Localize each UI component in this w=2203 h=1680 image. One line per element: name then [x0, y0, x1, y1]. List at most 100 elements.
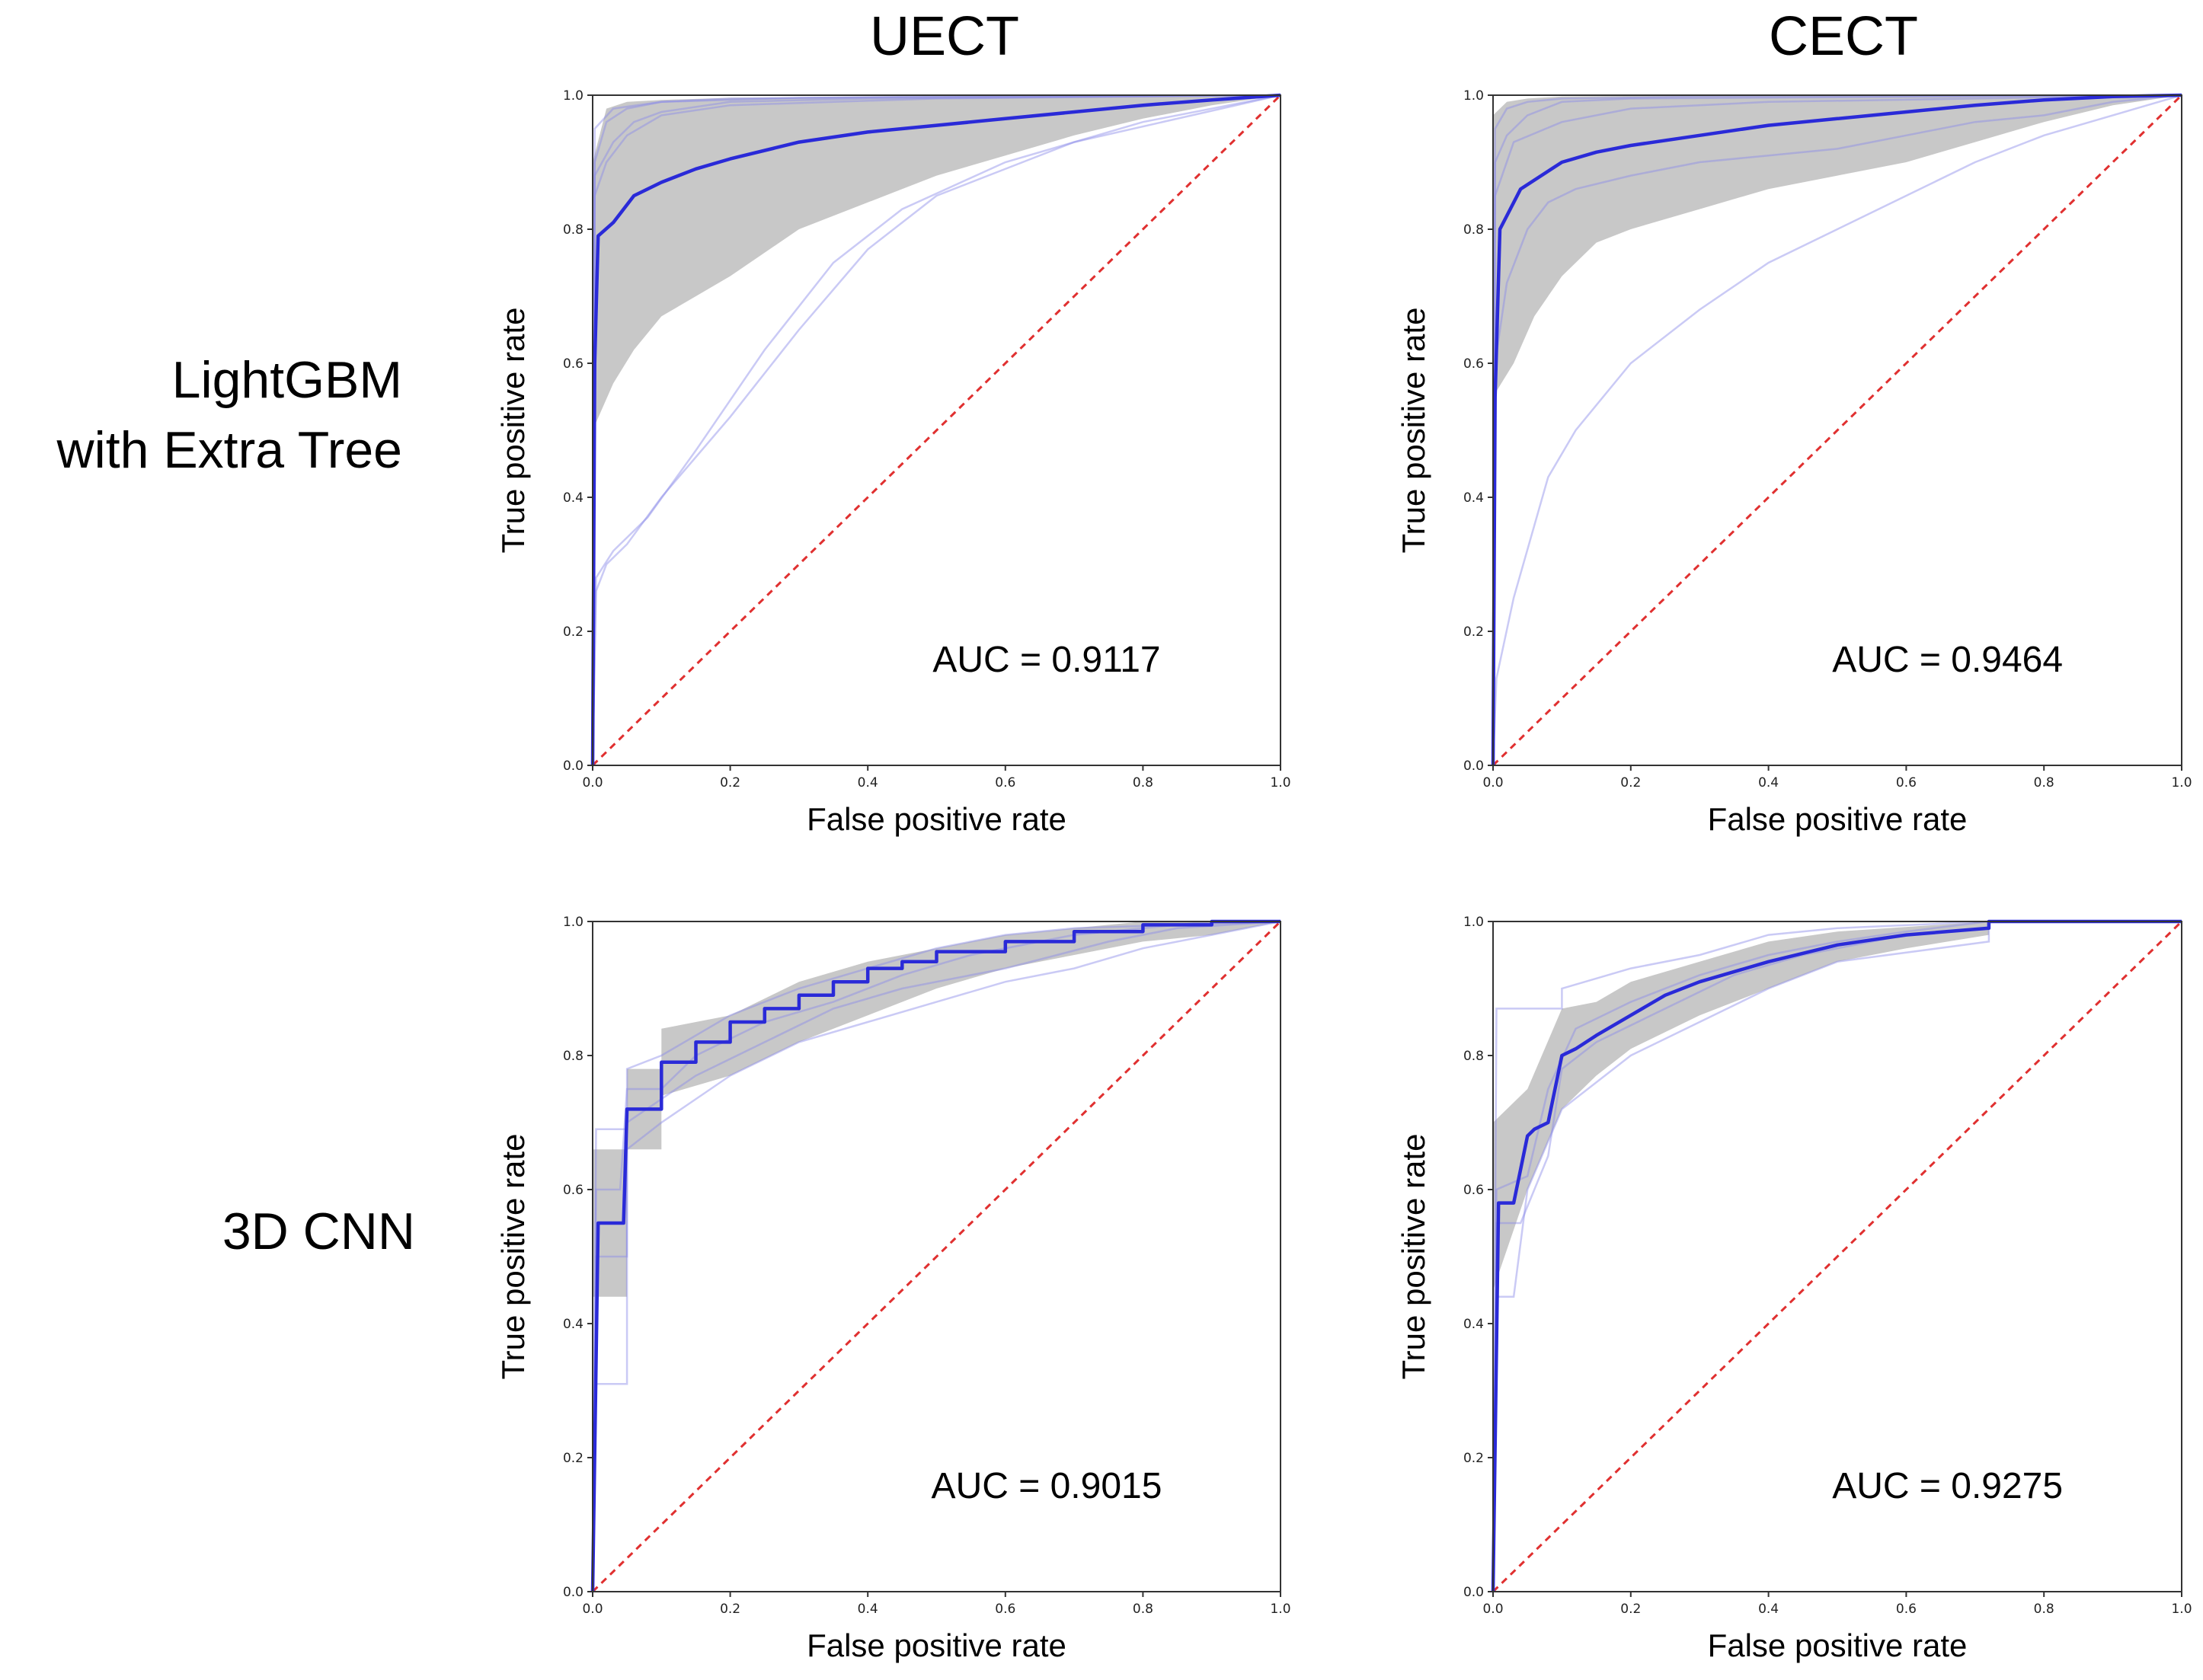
y-tick-label: 1.0 — [1463, 915, 1484, 930]
x-axis-label: False positive rate — [807, 1627, 1066, 1663]
x-tick-label: 0.8 — [1133, 775, 1153, 790]
roc-panel-4: 0.0 0.0 0.2 0.2 0.4 0.4 0.6 0.6 0.8 0.8 1.0 1.0 Fals… — [1396, 915, 2192, 1663]
y-tick-label: 0.6 — [1463, 1183, 1484, 1198]
column-title-cect: CECT — [1769, 6, 1918, 67]
row-label-lightgbm-line1: LightGBM — [172, 351, 402, 409]
column-title-uect: UECT — [870, 6, 1019, 67]
y-tick-label: 0.4 — [563, 1317, 584, 1332]
y-tick-label: 0.8 — [563, 222, 584, 238]
fold-curve-2 — [1492, 920, 2182, 1592]
x-axis-label: False positive rate — [1708, 801, 1968, 837]
y-axis-label: True positive rate — [495, 1134, 531, 1380]
y-tick-label: 0.2 — [1463, 624, 1484, 640]
x-tick-label: 0.6 — [1896, 1602, 1917, 1617]
x-tick-label: 0.0 — [582, 775, 603, 790]
chance-line — [591, 94, 1282, 767]
fold-curve-3 — [1492, 920, 2182, 1592]
fold-curve-3 — [1492, 94, 2182, 766]
fold-curve-3 — [591, 94, 1281, 766]
x-tick-label: 0.0 — [1482, 1602, 1503, 1617]
chance-line — [1492, 94, 2183, 767]
y-axis-label: True positive rate — [1396, 308, 1431, 554]
y-tick-label: 0.2 — [1463, 1451, 1484, 1466]
row-label-3dcnn: 3D CNN — [222, 1203, 415, 1260]
plot-frame — [1492, 94, 2182, 766]
y-tick-label: 0.0 — [1463, 759, 1484, 774]
std-band — [593, 95, 1281, 430]
y-tick-label: 0.0 — [563, 759, 584, 774]
fold-curve-1 — [1492, 94, 2182, 766]
chance-line — [1492, 920, 2183, 1593]
x-axis-label: False positive rate — [1708, 1627, 1968, 1663]
fold-curve-4 — [591, 94, 1281, 766]
y-tick-label: 0.8 — [1463, 222, 1484, 238]
x-tick-label: 0.2 — [720, 1602, 740, 1617]
fold-curve-1 — [1492, 920, 2182, 1592]
x-tick-label: 0.8 — [2034, 1602, 2054, 1617]
fold-curve-6 — [591, 94, 1281, 766]
x-tick-label: 0.4 — [1758, 1602, 1779, 1617]
plot-frame — [592, 921, 1281, 1592]
mean-roc-curve — [1491, 919, 2182, 1592]
x-tick-label: 0.0 — [1482, 775, 1503, 790]
auc-annotation: AUC = 0.9117 — [932, 640, 1160, 680]
plot-frame — [1492, 921, 2182, 1592]
row-label-lightgbm-line2: with Extra Tree — [56, 421, 403, 479]
fold-curve-2 — [1492, 94, 2182, 766]
roc-panel-2: 0.00.0 0.2 0.2 0.4 0.4 0.6 0.6 0.8 0.8 1.0 1.0 Fals… — [1396, 88, 2192, 837]
x-tick-label: 0.0 — [582, 1602, 603, 1617]
y-tick-label: 0.2 — [563, 624, 584, 640]
x-tick-label: 0.2 — [1620, 1602, 1641, 1617]
y-tick-label: 0.0 — [1463, 1585, 1484, 1600]
auc-annotation: AUC = 0.9275 — [1832, 1466, 2063, 1506]
std-band — [1493, 95, 2182, 397]
y-tick-label: 0.6 — [1463, 356, 1484, 372]
x-tick-label: 0.6 — [995, 1602, 1015, 1617]
x-tick-label: 0.8 — [2034, 775, 2054, 790]
y-tick-label: 0.4 — [1463, 1317, 1484, 1332]
auc-annotation: AUC = 0.9464 — [1832, 640, 2063, 680]
x-tick-label: 0.2 — [1620, 775, 1641, 790]
y-tick-label: 0.4 — [1463, 490, 1484, 506]
fold-curve-4 — [1492, 94, 2182, 766]
roc-panel-1: 0.00.0 0.2 0.2 0.4 0.4 0.6 0.6 0.8 0.8 1.0 1.0 Fals… — [495, 88, 1291, 837]
std-band — [1493, 921, 2182, 1290]
mean-roc-curve — [590, 919, 1281, 1592]
y-tick-label: 0.2 — [563, 1451, 584, 1466]
x-tick-label: 0.6 — [995, 775, 1015, 790]
y-tick-label: 0.8 — [1463, 1049, 1484, 1064]
y-tick-label: 0.4 — [563, 490, 584, 506]
x-tick-label: 0.6 — [1896, 775, 1917, 790]
x-tick-label: 0.4 — [1758, 775, 1779, 790]
x-tick-label: 1.0 — [2171, 1602, 2192, 1617]
x-tick-label: 0.4 — [858, 1602, 878, 1617]
mean-roc-curve — [590, 93, 1281, 766]
y-axis-label: True positive rate — [1396, 1134, 1431, 1380]
x-tick-label: 1.0 — [1270, 775, 1290, 790]
fold-curve-2 — [591, 920, 1281, 1592]
y-tick-label: 0.8 — [563, 1049, 584, 1064]
std-band — [593, 921, 1281, 1297]
y-tick-label: 0.0 — [563, 1585, 584, 1600]
y-tick-label: 0.6 — [563, 356, 584, 372]
plot-frame — [592, 94, 1281, 766]
y-axis-label: True positive rate — [495, 308, 531, 554]
y-tick-label: 1.0 — [563, 915, 584, 930]
x-tick-label: 1.0 — [2171, 775, 2192, 790]
roc-panel-3: 0.0 0.0 0.2 0.2 0.4 0.4 0.6 0.6 0.8 0.8 1.0 1.0 Fals… — [495, 915, 1291, 1663]
auc-annotation: AUC = 0.9015 — [932, 1466, 1162, 1506]
mean-roc-curve — [1491, 93, 2182, 766]
x-tick-label: 0.4 — [858, 775, 878, 790]
y-tick-label: 1.0 — [1463, 88, 1484, 104]
chance-line — [591, 920, 1282, 1593]
x-axis-label: False positive rate — [807, 801, 1066, 837]
fold-curve-5 — [1492, 94, 2182, 766]
fold-curve-1 — [591, 94, 1281, 766]
y-tick-label: 0.6 — [563, 1183, 584, 1198]
fold-curve-1 — [591, 920, 1281, 1592]
fold-curve-5 — [591, 94, 1281, 766]
fold-curve-2 — [591, 94, 1281, 766]
x-tick-label: 0.2 — [720, 775, 740, 790]
x-tick-label: 1.0 — [1270, 1602, 1290, 1617]
